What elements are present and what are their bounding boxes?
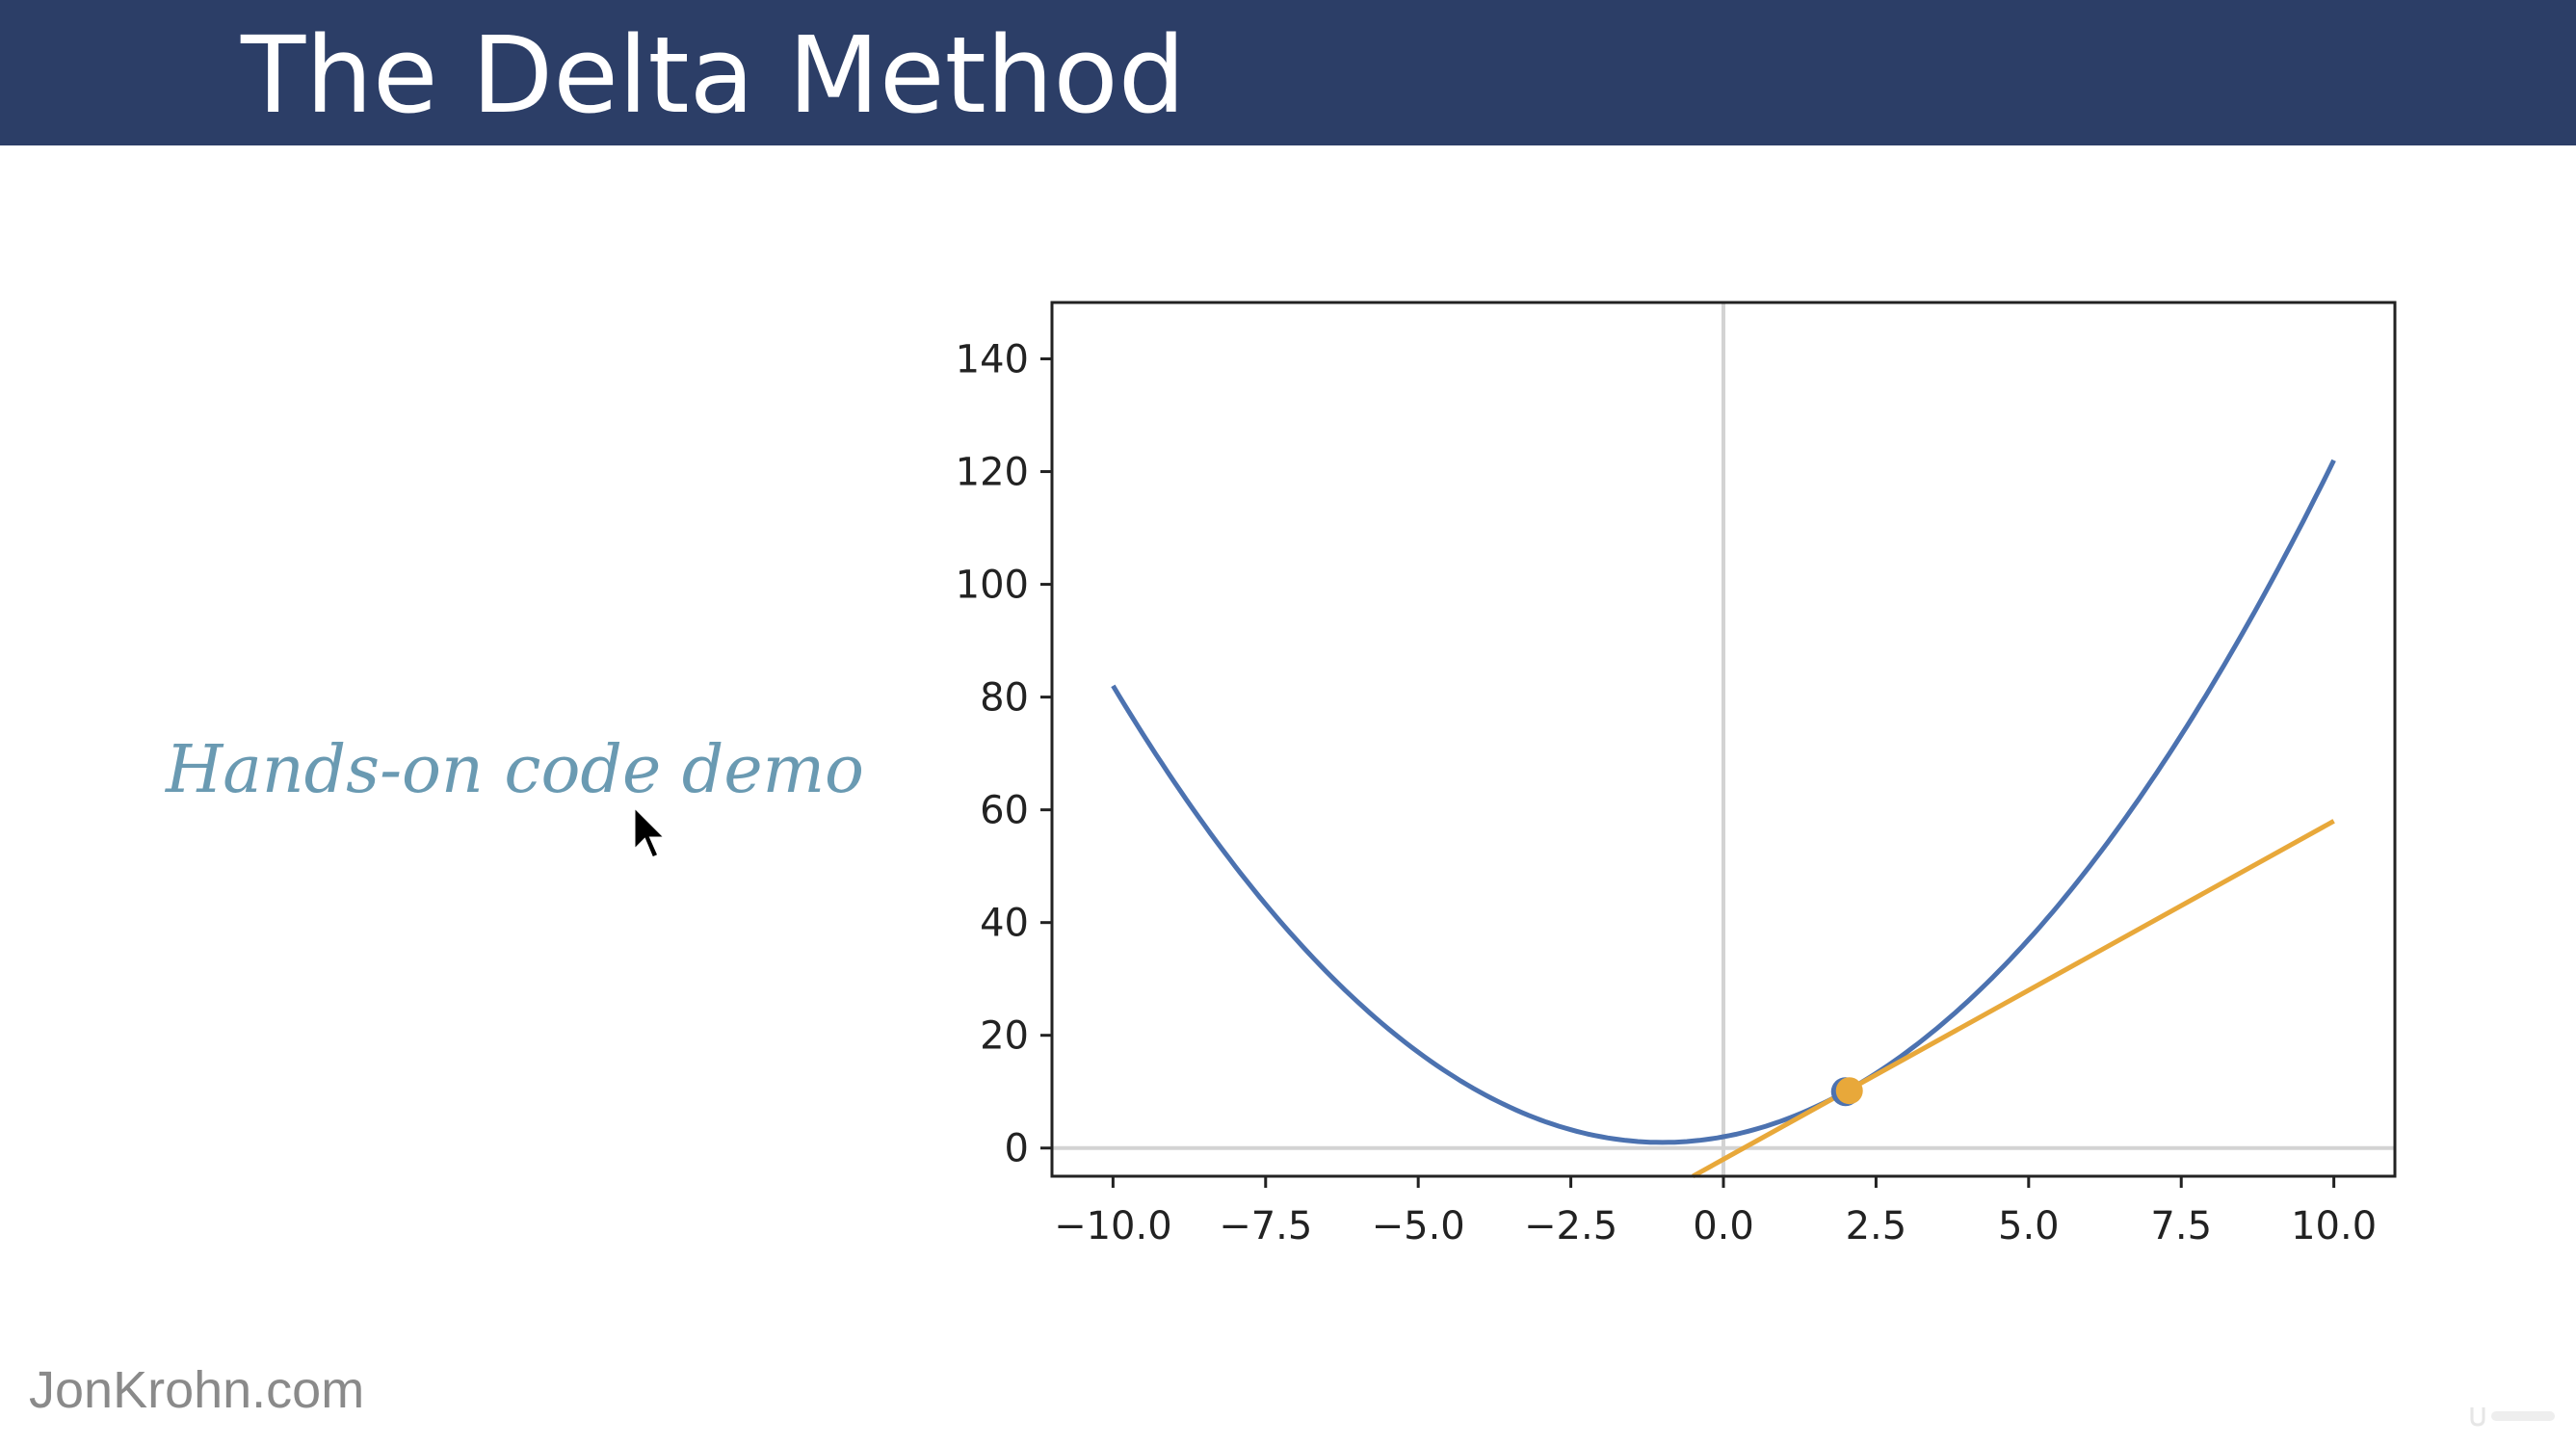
series-tangent: [1692, 819, 2335, 1179]
y-tick-label: 120: [956, 451, 1029, 495]
y-tick-label: 20: [980, 1014, 1029, 1059]
x-tick-label: 0.0: [1693, 1204, 1754, 1248]
x-tick-label: 10.0: [2291, 1204, 2377, 1248]
y-tick-label: 100: [956, 564, 1029, 608]
x-tick-label: −5.0: [1372, 1204, 1465, 1248]
x-tick-label: −2.5: [1524, 1204, 1617, 1248]
y-tick-label: 40: [980, 902, 1029, 946]
slide-title: The Delta Method: [241, 13, 1186, 137]
y-tick-label: 60: [980, 789, 1029, 833]
chart-plot-area: −10.0 −7.5 −5.0 −2.5 0.0 2.5 5.0 7.5 10.0 0 20 40 60…: [956, 301, 2397, 1248]
x-tick-label: 2.5: [1846, 1204, 1907, 1248]
footer-site: JonKrohn.com: [29, 1361, 365, 1419]
udemy-logo-icon: [2470, 1407, 2555, 1427]
y-tick-label: 0: [1005, 1127, 1029, 1171]
x-tick-label: −7.5: [1219, 1204, 1312, 1248]
x-tick-label: 7.5: [2150, 1204, 2212, 1248]
tangent-point: [1835, 1077, 1863, 1105]
x-tick-label: 5.0: [1998, 1204, 2060, 1248]
title-bar: The Delta Method: [0, 0, 2576, 145]
demo-label: Hands-on code demo: [166, 732, 864, 808]
mouse-cursor-icon: [632, 804, 670, 860]
y-tick-label: 80: [980, 676, 1029, 721]
y-tick-label: 140: [956, 338, 1029, 382]
x-tick-label: −10.0: [1054, 1204, 1172, 1248]
series-curve: [1111, 459, 2336, 1145]
